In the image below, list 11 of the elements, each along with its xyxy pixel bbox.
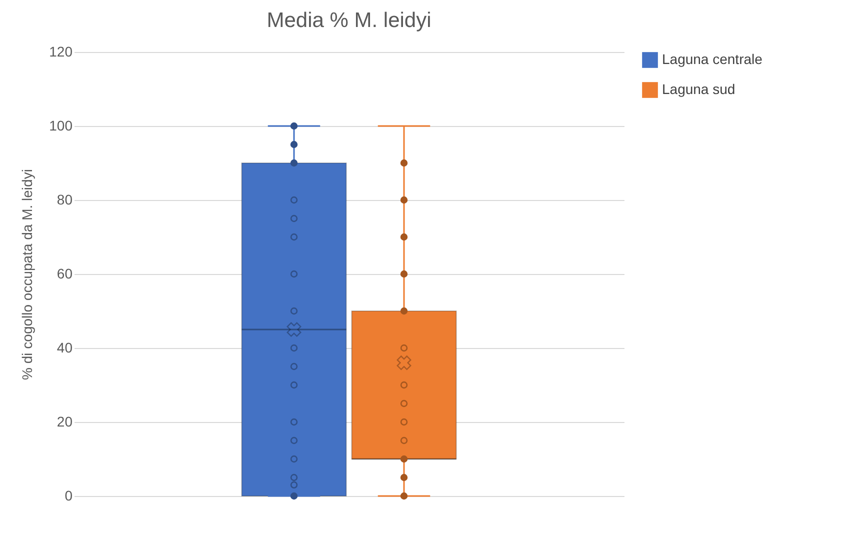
chart-title: Media % M. leidyi [266, 9, 432, 32]
y-tick-label: 40 [56, 340, 73, 356]
y-axis-title: % di cogollo occupata da M. leidyi [19, 169, 36, 380]
legend-label: Laguna centrale [662, 51, 763, 67]
y-tick-label: 120 [49, 44, 73, 60]
y-tick-label: 60 [56, 266, 73, 282]
y-tick-label: 0 [64, 488, 73, 504]
y-tick-label: 20 [56, 414, 73, 430]
y-tick-label: 100 [49, 118, 73, 134]
y-tick-label: 80 [56, 192, 73, 208]
legend-label: Laguna sud [662, 81, 736, 97]
